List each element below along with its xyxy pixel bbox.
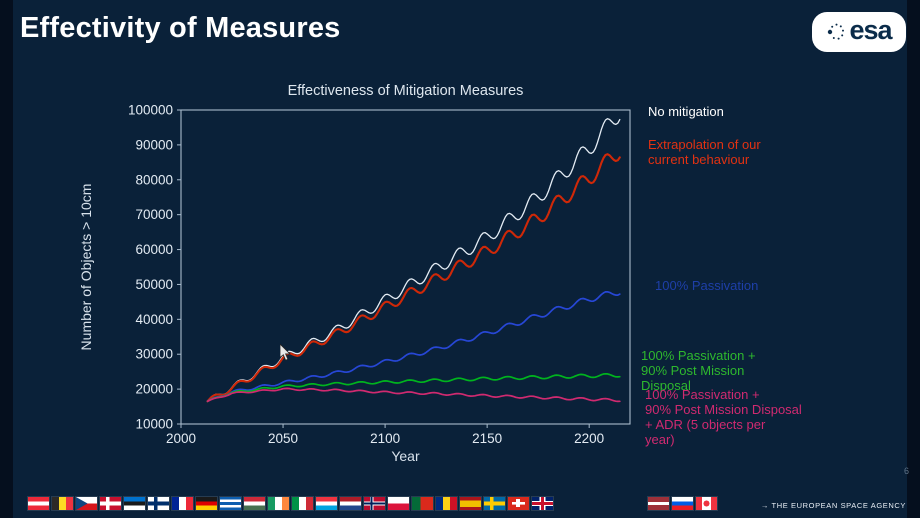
flag-portugal	[411, 496, 434, 511]
esa-logo-text: esa	[849, 14, 892, 45]
flag-sweden	[483, 496, 506, 511]
slide-number: 6	[903, 466, 909, 476]
flag-switzerland	[507, 496, 530, 511]
letterbox-right	[907, 0, 920, 518]
slide-title: Effectivity of Measures	[20, 12, 341, 44]
svg-text:30000: 30000	[135, 347, 173, 362]
letterbox-left	[0, 0, 13, 518]
svg-text:20000: 20000	[135, 382, 173, 397]
flag-belgium	[51, 496, 74, 511]
svg-text:70000: 70000	[135, 207, 173, 222]
svg-text:40000: 40000	[135, 312, 173, 327]
svg-text:2100: 2100	[370, 431, 400, 446]
flag-united-kingdom	[531, 496, 554, 511]
flag-hungary	[243, 496, 266, 511]
esa-logo: esa	[812, 12, 906, 52]
svg-text:10000: 10000	[135, 417, 173, 432]
svg-text:50000: 50000	[135, 277, 173, 292]
svg-text:80000: 80000	[135, 172, 173, 187]
flag-ireland	[267, 496, 290, 511]
svg-text:2150: 2150	[472, 431, 502, 446]
flag-italy	[291, 496, 314, 511]
esa-dots-icon	[828, 23, 845, 40]
flag-triangle	[76, 497, 88, 510]
flag-czechia	[75, 496, 98, 511]
legend-passivation-pmd: 100% Passivation + 90% Post Mission Disp…	[641, 348, 756, 393]
flag-luxembourg	[315, 496, 338, 511]
y-axis-label: Number of Objects > 10cm	[78, 183, 94, 351]
flag-canada	[695, 496, 718, 511]
chart-title: Effectiveness of Mitigation Measures	[287, 83, 524, 99]
mouse-cursor	[280, 344, 291, 361]
flag-latvia	[647, 496, 670, 511]
svg-text:90000: 90000	[135, 137, 173, 152]
svg-text:60000: 60000	[135, 242, 173, 257]
flag-poland	[387, 496, 410, 511]
member-flags-row	[27, 496, 554, 511]
flag-germany	[195, 496, 218, 511]
svg-text:2200: 2200	[574, 431, 604, 446]
svg-text:2050: 2050	[268, 431, 298, 446]
legend-extrapolation: Extrapolation of our current behaviour	[648, 137, 761, 167]
associate-flags-row	[647, 496, 718, 511]
flag-netherlands	[339, 496, 362, 511]
flag-spain	[459, 496, 482, 511]
flag-denmark	[99, 496, 122, 511]
flag-austria	[27, 496, 50, 511]
flag-greece	[219, 496, 242, 511]
svg-text:2000: 2000	[166, 431, 196, 446]
flag-estonia	[123, 496, 146, 511]
flag-romania	[435, 496, 458, 511]
svg-text:100000: 100000	[128, 103, 173, 118]
legend-passivation: 100% Passivation	[655, 278, 759, 293]
legend-no-mitigation: No mitigation	[648, 104, 724, 119]
flag-norway	[363, 496, 386, 511]
x-axis-label: Year	[391, 448, 420, 464]
flag-slovenia	[671, 496, 694, 511]
legend-passivation-pmd-adr: 100% Passivation + 90% Post Mission Disp…	[645, 387, 802, 447]
flag-finland	[147, 496, 170, 511]
flag-france	[171, 496, 194, 511]
footer-agency-text: → THE EUROPEAN SPACE AGENCY	[760, 501, 906, 510]
